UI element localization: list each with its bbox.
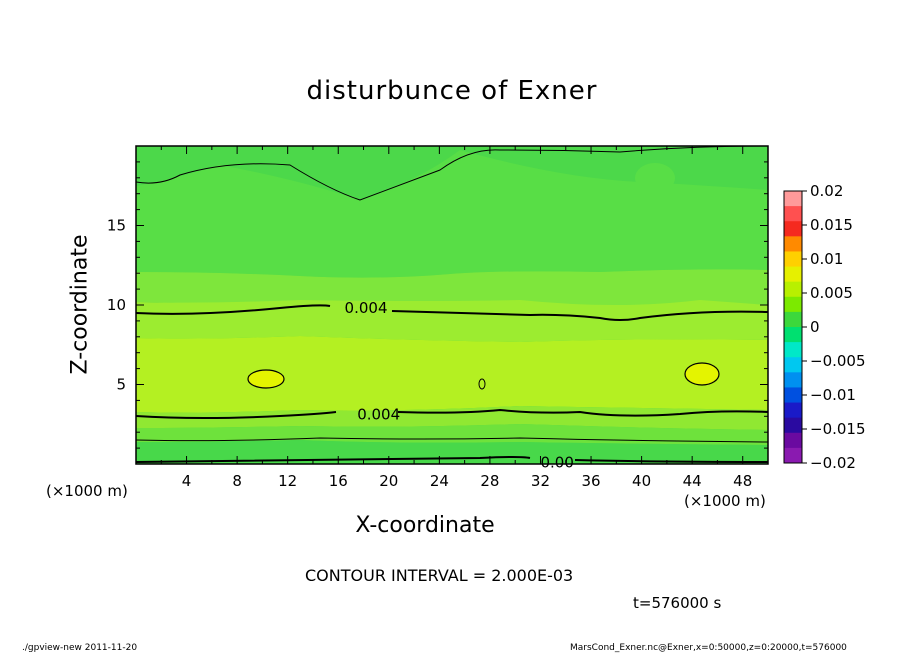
y-tick-label: 5 (116, 376, 126, 394)
colorbar-segment (784, 327, 802, 343)
y-tick-label: 10 (107, 296, 126, 314)
footer-right: MarsCond_Exner.nc@Exner,x=0:50000,z=0:20… (570, 643, 847, 653)
contour-interval-text: CONTOUR INTERVAL = 2.000E-03 (305, 566, 574, 585)
colorbar-segment (784, 402, 802, 419)
footer-left: ./gpview-new 2011-11-20 (22, 643, 138, 653)
colorbar-segment (784, 281, 802, 298)
y-tick-label: 15 (107, 217, 126, 235)
colorbar-tick-label: −0.015 (810, 420, 866, 438)
band-mid-2 (136, 300, 768, 342)
x-tick-label: 16 (329, 472, 348, 490)
colorbar-segment (784, 432, 802, 449)
colorbar-segment (784, 372, 802, 388)
colorbar-tick-label: −0.005 (810, 352, 866, 370)
colorbar-segment (784, 342, 802, 358)
chart-title: disturbunce of Exner (306, 76, 598, 106)
x-axis-label: X-coordinate (355, 513, 495, 538)
x-unit-left: (×1000 m) (46, 482, 128, 500)
colorbar-tick-label: 0 (810, 318, 820, 336)
contour-line-low-thin (135, 437, 769, 443)
colorbar-segment (784, 251, 802, 268)
colorbar-tick-label: 0.02 (810, 182, 843, 200)
contour-label: 0.00 (540, 453, 573, 471)
contour-label-group: 0.004 0.004 0.00 (345, 299, 574, 471)
time-label: t=576000 s (633, 594, 722, 612)
contour-line-upper (135, 304, 769, 321)
blob-left (248, 370, 284, 388)
colorbar-tick-label: 0.015 (810, 216, 853, 234)
colorbar-segment (784, 447, 802, 464)
colorbar-tick-label: −0.02 (810, 454, 856, 472)
x-tick-label: 48 (733, 472, 752, 490)
contour-blob-left (247, 369, 285, 389)
colorbar-segment (784, 296, 802, 313)
x-tick-label: 8 (232, 472, 242, 490)
blob-right (685, 363, 719, 385)
colorbar-tick-label: −0.01 (810, 386, 856, 404)
colorbar-segment (784, 357, 802, 373)
contour-label: 0.004 (357, 406, 400, 424)
colorbar-segment (784, 191, 802, 207)
colorbar-tick-label: 0.005 (810, 284, 853, 302)
colorbar-segment (784, 236, 802, 252)
colorbar-segment (784, 387, 802, 404)
colorbar-segment (784, 221, 802, 237)
x-tick-label: 12 (278, 472, 297, 490)
contour-line-top (135, 145, 769, 201)
x-unit-right: (×1000 m) (684, 492, 766, 510)
band-low-3 (136, 440, 768, 464)
x-tick-label: 40 (632, 472, 651, 490)
contour-fill-bands (136, 146, 768, 464)
band-upper-green (136, 146, 768, 200)
x-tick-label: 20 (379, 472, 398, 490)
x-tick-label: 4 (182, 472, 192, 490)
x-tick-label: 32 (531, 472, 550, 490)
colorbar-tick-label: 0.01 (810, 250, 843, 268)
x-tick-label: 36 (581, 472, 600, 490)
band-core (136, 336, 768, 413)
contour-lines (135, 145, 769, 463)
contour-line-lower (135, 408, 769, 419)
colorbar-segment (784, 206, 802, 222)
y-axis-label: Z-coordinate (67, 234, 93, 375)
band-mid-1 (136, 269, 768, 310)
contour-blob-small (478, 378, 486, 390)
band-low-1 (136, 406, 768, 430)
contour-blob-right (684, 362, 720, 386)
colorbar-segment (784, 311, 802, 328)
x-tick-label: 24 (430, 472, 449, 490)
colorbar-segment (784, 417, 802, 434)
colorbar-segment (784, 266, 802, 283)
contour-label: 0.004 (345, 299, 388, 317)
colorbar: 0.02 0.015 0.01 0.005 0 −0.005 −0.01 −0.015 −0.0… (783, 182, 866, 472)
x-tick-label: 44 (683, 472, 702, 490)
x-tick-label: 28 (480, 472, 499, 490)
blob-top-right (635, 163, 675, 193)
